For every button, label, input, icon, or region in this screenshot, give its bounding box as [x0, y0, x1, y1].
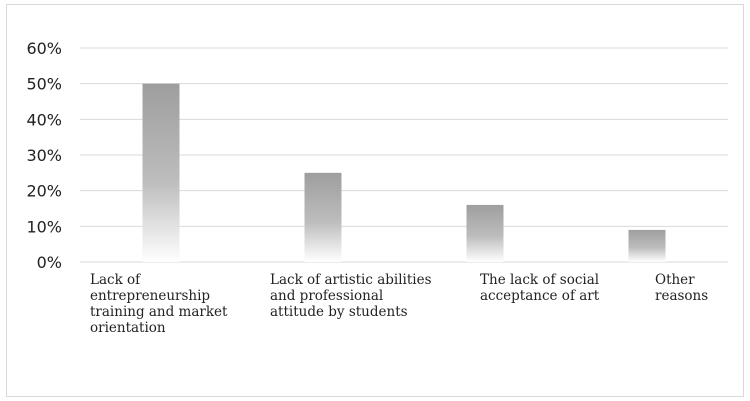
y-tick-label: 10%	[26, 217, 62, 236]
bar	[304, 172, 342, 262]
x-category-label: Other reasons	[655, 272, 709, 304]
y-tick-label: 0%	[37, 253, 62, 272]
y-tick-label: 50%	[26, 75, 62, 94]
y-tick-label: 30%	[26, 146, 62, 165]
y-tick-label: 40%	[26, 110, 62, 129]
x-category-label: The lack of social acceptance of art	[480, 272, 600, 304]
x-category-label: Lack of artistic abilities and professio…	[270, 272, 432, 320]
bar	[142, 83, 180, 263]
bar	[628, 229, 666, 262]
bar	[466, 204, 504, 262]
y-tick-label: 60%	[26, 39, 62, 58]
y-tick-label: 20%	[26, 182, 62, 201]
chart-frame	[6, 4, 744, 397]
x-category-label: Lack of entrepreneurship training and ma…	[90, 272, 228, 336]
